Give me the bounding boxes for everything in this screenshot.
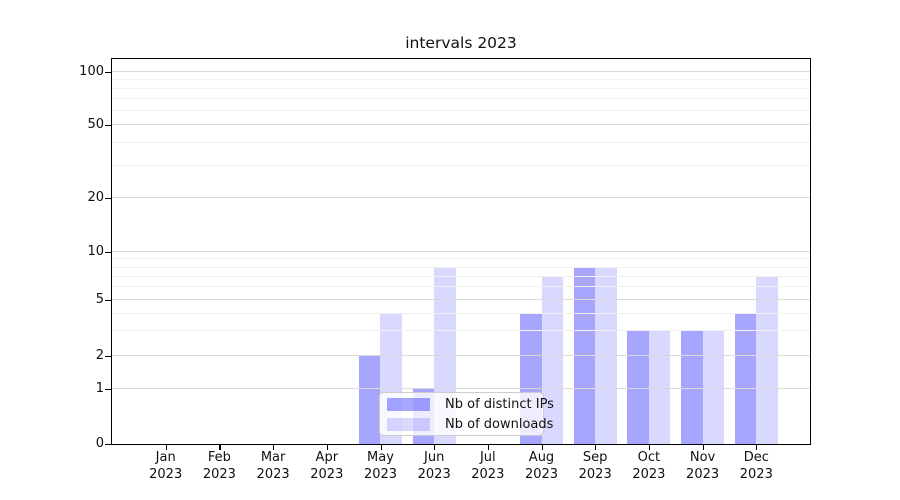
legend-swatch-distinct-ips	[387, 397, 430, 411]
x-tick-mark	[273, 445, 275, 450]
y-tick-label: 1	[95, 381, 104, 396]
minor-gridline	[112, 98, 810, 100]
bar-distinct-ips	[734, 313, 757, 444]
x-tick-mark	[487, 445, 489, 450]
bar-distinct-ips	[681, 331, 703, 444]
x-tick-mark	[756, 445, 758, 450]
minor-gridline	[112, 88, 810, 90]
legend-label-downloads: Nb of downloads	[445, 416, 554, 432]
minor-gridline	[112, 141, 810, 143]
y-tick-mark	[105, 72, 112, 74]
y-tick-mark	[105, 252, 112, 254]
y-tick-mark	[105, 356, 112, 358]
y-tick-mark	[105, 125, 112, 127]
y-tick-label: 100	[79, 64, 104, 79]
x-tick-label: Mar 2023	[256, 450, 290, 482]
y-tick-mark	[105, 444, 112, 446]
minor-gridline	[112, 286, 810, 288]
x-tick-mark	[434, 445, 436, 450]
y-tick-label: 20	[87, 190, 104, 205]
x-tick-label: Nov 2023	[686, 450, 720, 482]
major-gridline	[112, 251, 810, 252]
minor-gridline	[112, 164, 810, 166]
legend-swatch-downloads	[387, 417, 430, 431]
bar-downloads	[756, 276, 778, 444]
plot-region	[112, 59, 810, 444]
x-tick-label: Feb 2023	[202, 450, 236, 482]
y-tick-mark	[105, 300, 112, 302]
bar-downloads	[648, 331, 671, 444]
bar-distinct-ips	[627, 331, 649, 444]
x-tick-label: Sep 2023	[578, 450, 612, 482]
x-tick-mark	[541, 445, 543, 450]
minor-gridline	[112, 258, 810, 260]
major-gridline	[112, 355, 810, 356]
x-tick-label: Dec 2023	[739, 450, 773, 482]
y-tick-mark	[105, 389, 112, 391]
x-tick-label: Jul 2023	[471, 450, 505, 482]
y-tick-label: 50	[87, 117, 104, 132]
y-tick-label: 2	[95, 348, 104, 363]
minor-gridline	[112, 110, 810, 112]
x-tick-mark	[380, 445, 382, 450]
major-gridline	[112, 388, 810, 389]
x-tick-mark	[702, 445, 704, 450]
x-tick-label: Apr 2023	[310, 450, 344, 482]
y-tick-mark	[105, 198, 112, 200]
legend-label-distinct-ips: Nb of distinct IPs	[445, 396, 554, 412]
x-tick-mark	[648, 445, 651, 450]
x-tick-label: Aug 2023	[524, 450, 559, 482]
legend: Nb of distinct IPs Nb of downloads	[379, 392, 554, 436]
legend-item-downloads: Nb of downloads	[387, 416, 553, 433]
x-tick-label: Oct 2023	[632, 450, 666, 482]
x-tick-mark	[595, 445, 597, 450]
y-tick-label: 10	[87, 244, 104, 259]
x-tick-label: Jan 2023	[149, 450, 183, 482]
bar-downloads	[702, 331, 725, 444]
x-tick-label: May 2023	[363, 450, 398, 482]
major-gridline	[112, 71, 810, 72]
x-tick-label: Jun 2023	[417, 450, 451, 482]
minor-gridline	[112, 266, 810, 268]
x-tick-mark	[326, 445, 328, 450]
y-tick-label: 5	[95, 292, 104, 307]
x-tick-mark	[219, 445, 221, 450]
major-gridline	[112, 124, 810, 125]
chart-title: intervals 2023	[405, 34, 517, 52]
major-gridline	[112, 299, 810, 300]
x-tick-mark	[165, 445, 167, 450]
y-tick-label: 0	[95, 436, 104, 451]
bar-distinct-ips	[358, 356, 381, 444]
bar-downloads	[541, 276, 563, 444]
minor-gridline	[112, 275, 810, 277]
legend-item-distinct-ips: Nb of distinct IPs	[387, 396, 554, 413]
major-gridline	[112, 197, 810, 198]
minor-gridline	[112, 312, 810, 314]
minor-gridline	[112, 330, 810, 332]
minor-gridline	[112, 79, 810, 81]
